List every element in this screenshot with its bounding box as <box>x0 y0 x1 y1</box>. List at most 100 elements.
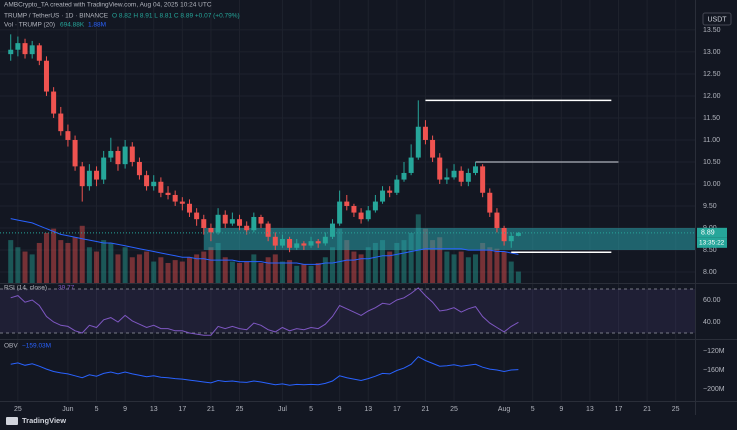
candle-body <box>158 181 164 193</box>
volume-bar <box>122 247 128 283</box>
volume-bar <box>179 261 185 283</box>
obv-tick-label: −120M <box>703 348 725 355</box>
candle-body <box>165 192 171 195</box>
candle-body <box>515 232 521 236</box>
x-tick-label: 13 <box>586 406 594 413</box>
x-tick-label: 25 <box>236 406 244 413</box>
volume-bar <box>329 247 335 283</box>
volume-bar <box>501 251 507 283</box>
candle-body <box>86 170 92 187</box>
price-tag <box>697 227 727 238</box>
volume-bar <box>36 242 42 283</box>
candle-body <box>287 238 293 248</box>
volume-bar <box>222 257 228 283</box>
candle-body <box>480 166 486 193</box>
rsi-tick-label: 60.00 <box>703 297 721 304</box>
volume-bar <box>308 265 314 283</box>
candle-body <box>301 243 307 246</box>
countdown-tag <box>697 237 727 248</box>
rsi-title: RSI (14, close) <box>4 285 47 292</box>
candle-body <box>237 219 243 226</box>
volume-bar <box>115 254 121 283</box>
volume-bar <box>101 240 107 283</box>
volume-bar <box>58 240 64 283</box>
candle-body <box>322 236 328 244</box>
candle-body <box>401 172 407 180</box>
volume-bar <box>294 265 300 283</box>
candle-body <box>229 219 235 224</box>
x-tick-label: 5 <box>531 406 535 413</box>
volume-bar <box>43 232 49 283</box>
candle-body <box>394 179 400 193</box>
currency[interactable]: USDT <box>707 16 727 23</box>
candle-body <box>444 177 450 180</box>
candle-body <box>94 170 100 180</box>
candle-body <box>294 243 300 248</box>
candle-body <box>430 139 436 158</box>
y-tick-label: 12.50 <box>703 71 721 78</box>
candle-body <box>458 170 464 182</box>
volume-bar <box>186 257 192 283</box>
candle-body <box>258 216 264 224</box>
brand-logo <box>6 417 18 425</box>
volume-bar <box>315 262 321 283</box>
rsi-band <box>0 288 695 334</box>
x-tick-label: 9 <box>338 406 342 413</box>
volume-bar <box>372 242 378 283</box>
y-tick-label: 11.00 <box>703 137 720 144</box>
volume-bar <box>194 254 200 283</box>
volume-bar <box>515 271 521 283</box>
candle-body <box>372 201 378 211</box>
volume-bar <box>494 248 500 283</box>
candle-body <box>201 219 207 228</box>
creator: AMBCrypto_TA created with TradingView.co… <box>4 2 212 9</box>
candle-body <box>451 170 457 178</box>
volume-bar <box>29 254 35 283</box>
candle-body <box>315 241 321 244</box>
candle-body <box>144 175 150 187</box>
volume-bar <box>279 261 285 283</box>
labels: 25 Jun 5 9 13 17 21 25 Jul 5 9 13 17 21 25 Aug 5 9 13 17 21 2… <box>14 27 727 413</box>
price-tag-label: 8.89 <box>701 230 715 237</box>
volume-bar <box>51 228 57 283</box>
x-tick-label: 25 <box>450 406 458 413</box>
volume-bar <box>472 254 478 283</box>
obv-value: −159.03M <box>22 343 51 350</box>
x-tick-label: 17 <box>178 406 186 413</box>
x-tick-label: 25 <box>672 406 680 413</box>
volume-bar <box>344 240 350 283</box>
candle-body <box>308 241 314 246</box>
x-tick-label: 13 <box>150 406 158 413</box>
volume-bar <box>458 251 464 283</box>
candle-body <box>179 201 185 204</box>
obv-title: OBV <box>4 343 18 350</box>
symbol: TRUMP / TetherUS · 1D · BINANCE <box>4 13 109 20</box>
candle-body <box>265 223 271 237</box>
grid <box>0 0 695 401</box>
brand: TradingView <box>22 416 66 425</box>
y-tick-label: 10.00 <box>703 181 721 188</box>
candle-body <box>186 203 192 213</box>
candle-body <box>508 235 514 242</box>
volume-bar <box>86 247 92 283</box>
x-tick-label: 17 <box>393 406 401 413</box>
candle-body <box>415 126 421 158</box>
volume-bar <box>301 264 307 283</box>
currency-button[interactable] <box>702 12 732 26</box>
obv-tick-label: −200M <box>703 386 725 393</box>
volume-bar <box>437 237 443 283</box>
volume-bar <box>444 251 450 283</box>
candle-body <box>194 212 200 220</box>
volume-bar <box>408 232 414 283</box>
volume-bar <box>508 261 514 283</box>
candle-body <box>437 157 443 180</box>
candle-body <box>222 214 228 224</box>
obv-line <box>10 356 519 386</box>
volume-bar <box>8 240 14 283</box>
candle-body <box>136 161 142 176</box>
candle-body <box>8 49 14 55</box>
volume-bar <box>401 240 407 283</box>
candle-body <box>65 131 71 140</box>
candle-body <box>58 113 64 132</box>
